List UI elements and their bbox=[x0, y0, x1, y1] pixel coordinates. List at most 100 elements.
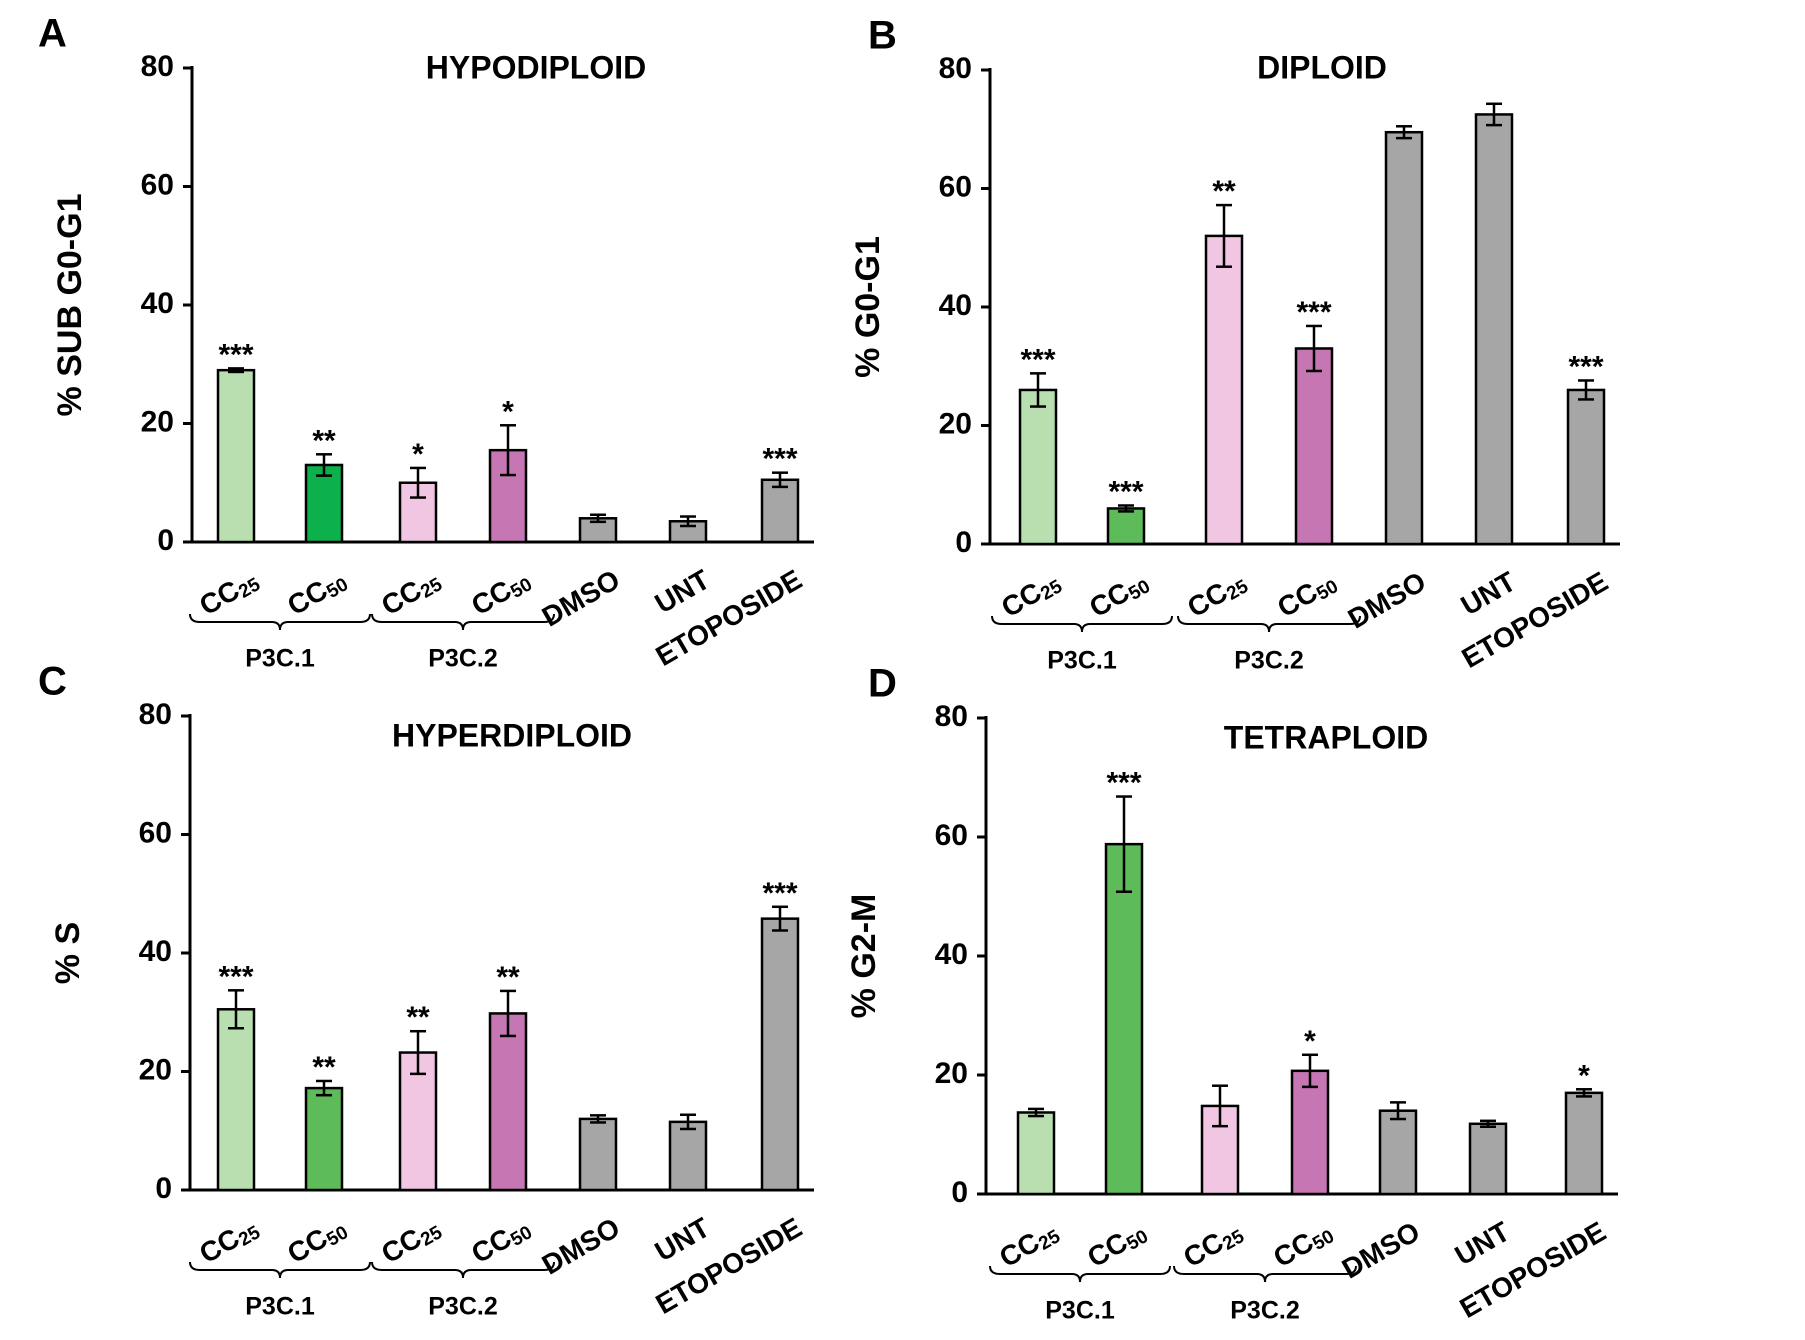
chart-title: DIPLOID bbox=[1257, 49, 1387, 85]
category-label-text: DMSO bbox=[537, 564, 625, 633]
y-tick-label: 60 bbox=[139, 816, 172, 849]
panel-d: D TETRAPLOID % G2-M 0 20 40 60 80 CC25 *** CC50 CC2… bbox=[845, 662, 1618, 1325]
chart-title: HYPODIPLOID bbox=[426, 49, 646, 85]
significance-label: ** bbox=[406, 1001, 430, 1034]
significance-label: * bbox=[1304, 1025, 1316, 1058]
significance-label: ** bbox=[1212, 175, 1236, 208]
category-label-text: CC bbox=[194, 574, 245, 621]
bar bbox=[398, 1051, 438, 1192]
significance-label: *** bbox=[762, 443, 797, 476]
category-label: CC25 bbox=[376, 1211, 446, 1270]
bar bbox=[1384, 130, 1424, 546]
y-tick-label: 60 bbox=[939, 170, 972, 203]
bar bbox=[216, 368, 256, 544]
bar bbox=[1294, 347, 1334, 546]
significance-label: * bbox=[502, 395, 514, 428]
bar bbox=[488, 1012, 528, 1192]
category-label: CC50 bbox=[1082, 1216, 1152, 1275]
category-label-text: CC bbox=[1268, 1226, 1319, 1273]
category-label: UNT bbox=[650, 1212, 715, 1268]
bar bbox=[760, 917, 800, 1192]
bar bbox=[1474, 113, 1514, 546]
panel-letter: A bbox=[38, 12, 67, 56]
y-tick-label: 40 bbox=[939, 289, 972, 322]
chart-title: TETRAPLOID bbox=[1224, 719, 1428, 755]
y-axis-label: % S bbox=[49, 922, 87, 984]
category-label-text: CC bbox=[1182, 576, 1233, 623]
group-brace bbox=[371, 613, 555, 631]
group-label: P3C.2 bbox=[1230, 1297, 1299, 1325]
y-tick-label: 0 bbox=[157, 524, 174, 557]
group-brace bbox=[991, 615, 1173, 633]
group-label: P3C.1 bbox=[245, 645, 315, 673]
group-label: P3C.2 bbox=[428, 1293, 497, 1321]
group-label: P3C.2 bbox=[1234, 647, 1303, 675]
significance-label: *** bbox=[1296, 296, 1331, 329]
category-label-text: CC bbox=[282, 574, 333, 621]
significance-label: ** bbox=[496, 961, 520, 994]
bar bbox=[1378, 1109, 1418, 1196]
significance-label: *** bbox=[762, 877, 797, 910]
bar bbox=[1018, 388, 1058, 546]
group-brace bbox=[989, 1265, 1171, 1283]
category-label: UNT bbox=[1456, 566, 1521, 622]
bar bbox=[1290, 1069, 1330, 1196]
category-label: CC25 bbox=[376, 563, 446, 622]
category-label: CC50 bbox=[1272, 566, 1342, 625]
category-label: CC50 bbox=[1268, 1216, 1338, 1275]
y-tick-label: 0 bbox=[155, 1172, 172, 1205]
bar bbox=[578, 1117, 618, 1192]
category-label: UNT bbox=[1450, 1216, 1515, 1272]
y-tick-label: 0 bbox=[955, 526, 972, 559]
y-tick-label: 20 bbox=[939, 407, 972, 440]
category-label-text: CC bbox=[1082, 1226, 1133, 1273]
y-tick-label: 60 bbox=[141, 168, 174, 201]
bar bbox=[304, 463, 344, 544]
panel-c: C HYPERDIPLOID % S 0 20 40 60 80 *** CC25 ** CC50 **… bbox=[38, 660, 814, 1321]
category-label-text: CC bbox=[1084, 576, 1135, 623]
category-label-text: UNT bbox=[1456, 566, 1521, 622]
category-label-text: UNT bbox=[650, 564, 715, 620]
category-label: CC25 bbox=[1182, 565, 1252, 624]
category-label: CC50 bbox=[1084, 566, 1154, 625]
category-label-text: CC bbox=[1272, 576, 1323, 623]
panel-letter: B bbox=[868, 14, 897, 58]
significance-label: *** bbox=[218, 960, 253, 993]
category-label: CC50 bbox=[282, 1212, 352, 1271]
bar bbox=[1564, 1091, 1604, 1196]
y-tick-label: 80 bbox=[939, 52, 972, 85]
group-brace bbox=[1177, 615, 1361, 633]
bar bbox=[1566, 388, 1606, 546]
category-label-text: CC bbox=[1178, 1226, 1229, 1273]
bar bbox=[1204, 234, 1244, 546]
category-label-text: CC bbox=[466, 1222, 517, 1269]
category-label: CC50 bbox=[282, 564, 352, 623]
category-label-text: CC bbox=[994, 1226, 1045, 1273]
category-label: CC25 bbox=[194, 1211, 264, 1270]
y-tick-label: 20 bbox=[139, 1053, 172, 1086]
bar bbox=[1104, 842, 1144, 1196]
category-label: CC25 bbox=[194, 563, 264, 622]
significance-label: ** bbox=[312, 1051, 336, 1084]
bar bbox=[304, 1086, 344, 1192]
category-label-text: CC bbox=[376, 574, 427, 621]
category-label-text: DMSO bbox=[537, 1212, 625, 1281]
chart-title: HYPERDIPLOID bbox=[392, 717, 632, 753]
category-label: UNT bbox=[650, 564, 715, 620]
significance-label: *** bbox=[218, 338, 253, 371]
y-axis-label: % SUB G0-G1 bbox=[51, 194, 89, 417]
category-label: CC50 bbox=[466, 1212, 536, 1271]
significance-label: ** bbox=[312, 424, 336, 457]
category-label-text: UNT bbox=[1450, 1216, 1515, 1272]
significance-label: *** bbox=[1020, 343, 1055, 376]
y-tick-label: 0 bbox=[951, 1176, 968, 1209]
y-axis-label: % G2-M bbox=[845, 894, 883, 1019]
group-label: P3C.1 bbox=[1047, 647, 1117, 675]
group-label: P3C.1 bbox=[245, 1293, 315, 1321]
panel-letter: C bbox=[38, 660, 67, 704]
category-label: CC25 bbox=[1178, 1215, 1248, 1274]
y-axis-label: % G0-G1 bbox=[849, 236, 887, 378]
significance-label: * bbox=[1578, 1059, 1590, 1092]
group-brace bbox=[371, 1261, 555, 1279]
significance-label: *** bbox=[1568, 350, 1603, 383]
